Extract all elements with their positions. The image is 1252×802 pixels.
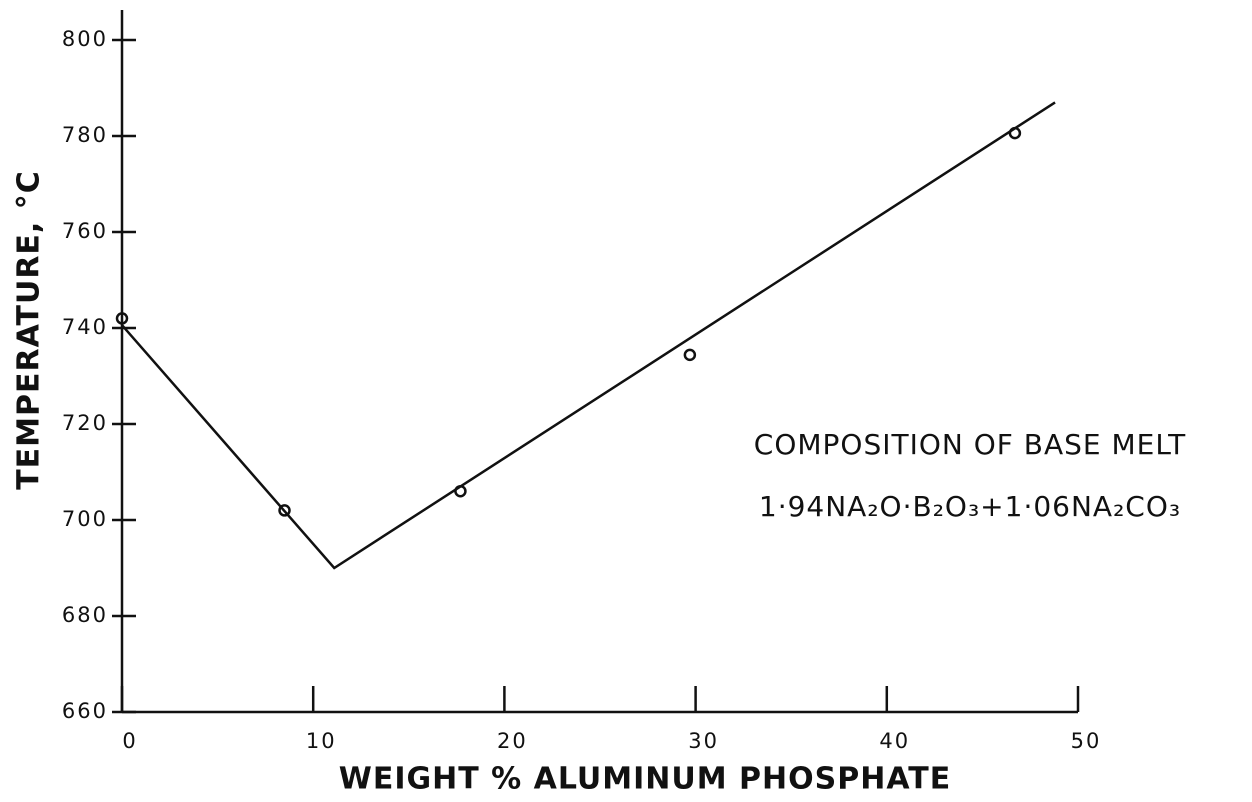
y-tick-label: 740	[62, 315, 108, 339]
y-tick-label: 700	[62, 507, 108, 531]
x-axis-label: WEIGHT % ALUMINUM PHOSPHATE	[339, 762, 951, 797]
annotation: 1·94NA₂O·B₂O₃+1·06NA₂CO₃	[759, 490, 1181, 523]
x-tick-label: 0	[122, 729, 137, 753]
x-tick-label: 20	[497, 729, 528, 753]
fit-line	[121, 101, 1056, 570]
y-tick-label: 680	[62, 603, 108, 627]
x-tick-label: 50	[1071, 729, 1102, 753]
y-tick-label: 660	[62, 699, 108, 723]
annotation: COMPOSITION OF BASE MELT	[754, 428, 1186, 461]
data-point	[278, 504, 291, 517]
y-axis-label: TEMPERATURE, °C	[12, 170, 47, 490]
x-tick-label: 40	[879, 729, 910, 753]
y-tick-label: 760	[62, 219, 108, 243]
y-tick-label: 720	[62, 411, 108, 435]
x-tick-label: 10	[306, 729, 337, 753]
y-tick-label: 800	[62, 27, 108, 51]
data-point	[683, 348, 697, 362]
data-point	[115, 312, 129, 325]
x-tick-label: 30	[688, 729, 719, 753]
y-tick-label: 780	[62, 123, 108, 147]
